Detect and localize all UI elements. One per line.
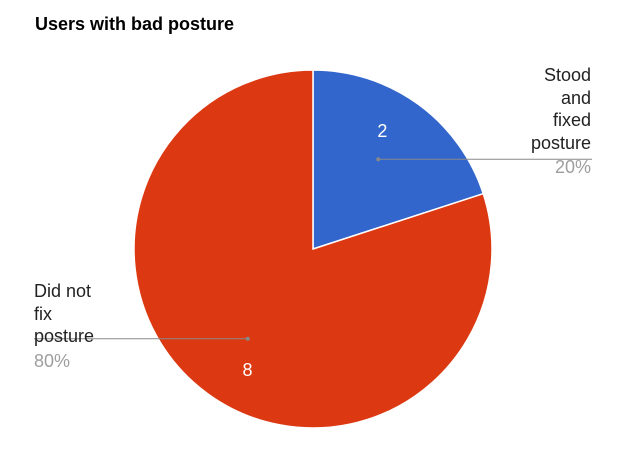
- callout-label-line: Did not: [34, 281, 92, 301]
- leader-dot: [376, 157, 381, 162]
- slice-value-label: 2: [377, 121, 387, 141]
- callout-did-not-fix: Did not fix posture 80%: [34, 280, 94, 372]
- callout-label-line: posture: [34, 326, 95, 346]
- callout-label-line: and: [560, 87, 591, 108]
- callout-stood-fixed: Stood and fixed posture 20%: [531, 64, 591, 179]
- slice-value-label: 8: [243, 360, 253, 380]
- leader-dot: [245, 336, 250, 341]
- callout-label-line: fix: [34, 303, 52, 324]
- callout-label-line: posture: [530, 132, 591, 153]
- callout-percent: 20%: [554, 157, 591, 177]
- callout-label-line: Stood: [543, 65, 591, 85]
- callout-percent: 80%: [34, 350, 71, 371]
- chart-title: Users with bad posture: [35, 14, 235, 34]
- callout-label-line: fixed: [552, 110, 591, 130]
